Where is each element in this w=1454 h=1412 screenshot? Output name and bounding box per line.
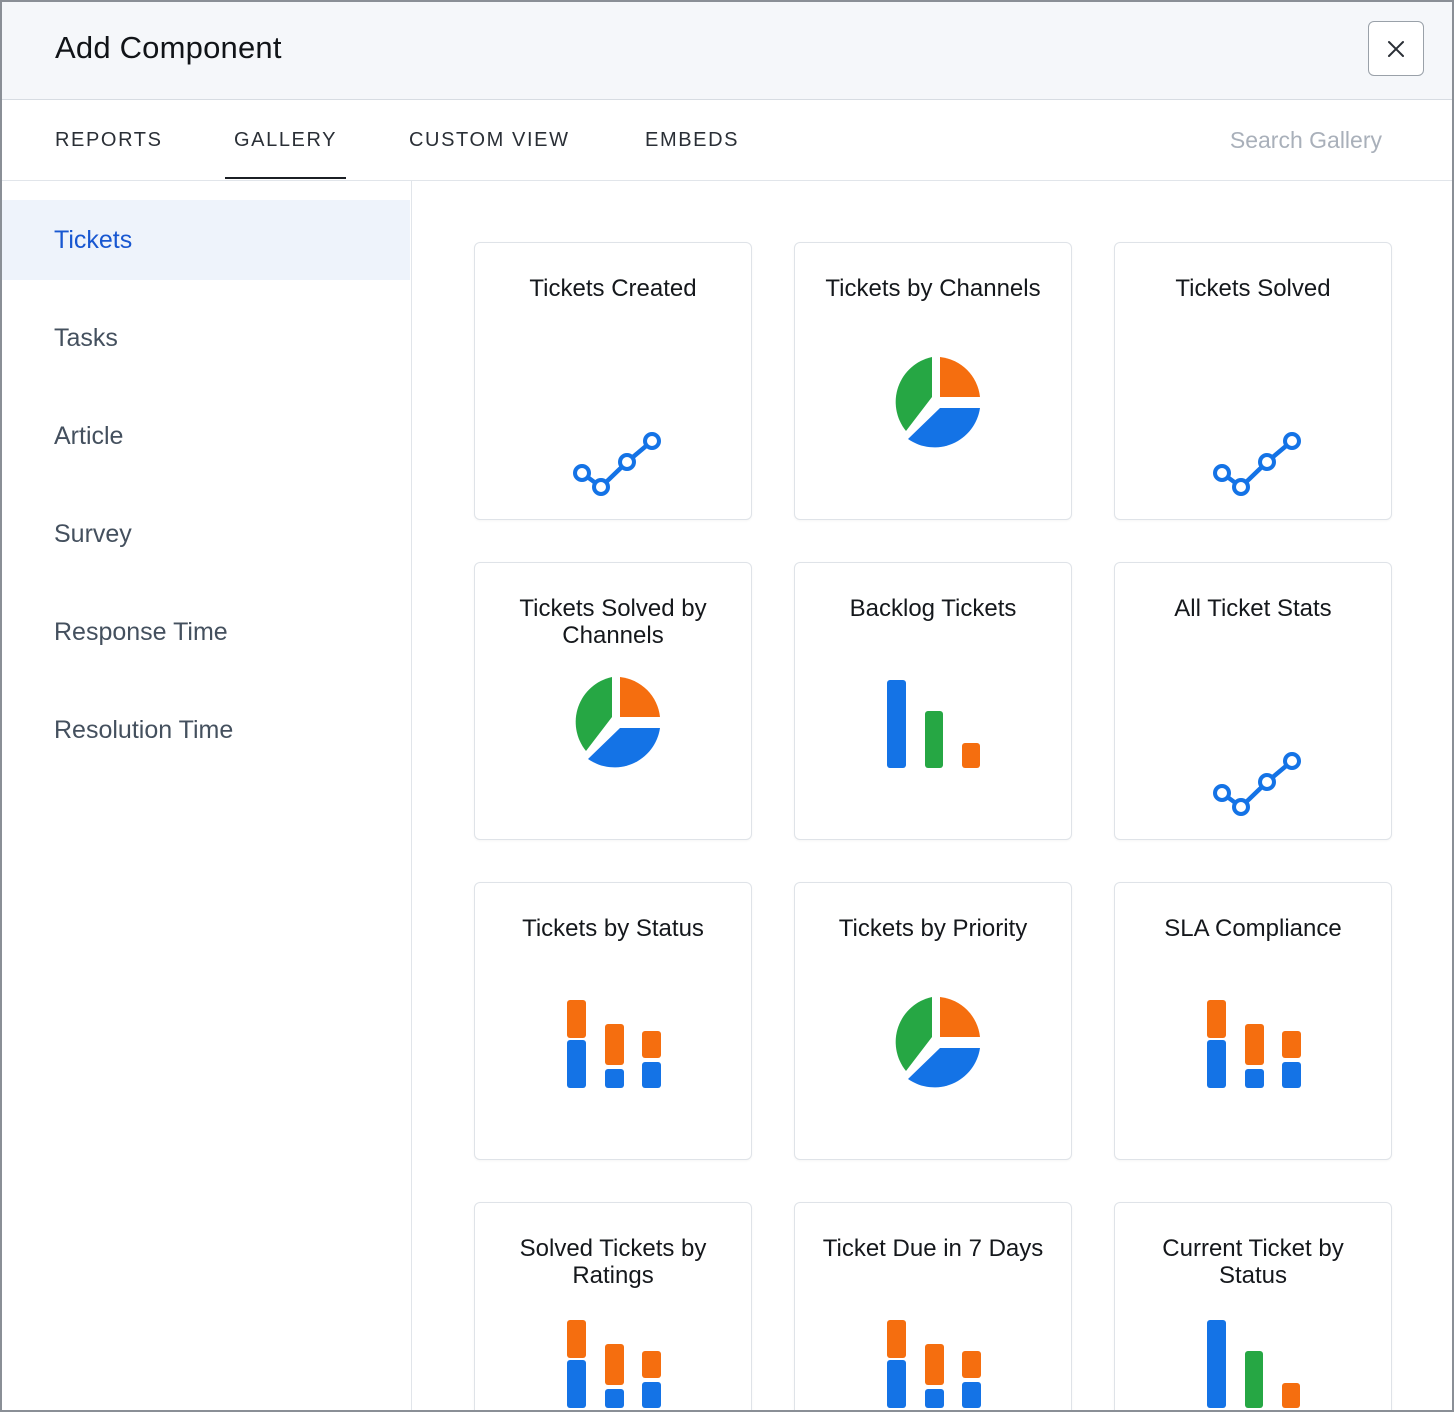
gallery-card-tickets-by-priority[interactable]: Tickets by Priority	[794, 882, 1072, 1160]
gallery-card-tickets-by-channels[interactable]: Tickets by Channels	[794, 242, 1072, 520]
gallery-grid: Tickets Created Tickets by Channels Ticket…	[413, 181, 1452, 1410]
line-chart-icon	[573, 432, 661, 496]
pie-chart-icon	[895, 997, 980, 1088]
card-title: Tickets Solved	[1175, 275, 1331, 302]
gallery-card-solved-tickets-by-ratings[interactable]: Solved Tickets by Ratings	[474, 1202, 752, 1410]
tab-gallery[interactable]: GALLERY	[224, 100, 347, 180]
stacked-bar-chart-icon	[1207, 1000, 1301, 1088]
card-title: Tickets Created	[529, 275, 697, 302]
gallery-card-current-ticket-by-status[interactable]: Current Ticket by Status	[1114, 1202, 1392, 1410]
sidebar-item-response-time[interactable]: Response Time	[2, 592, 410, 672]
sidebar-item-label: Tickets	[54, 225, 133, 254]
tab-bar: REPORTS GALLERY CUSTOM VIEW EMBEDS	[2, 100, 1452, 181]
pie-chart-icon	[575, 677, 660, 768]
tab-reports[interactable]: REPORTS	[55, 128, 163, 151]
sidebar-item-label: Tasks	[54, 323, 118, 352]
close-button[interactable]	[1368, 21, 1424, 76]
sidebar-item-article[interactable]: Article	[2, 396, 410, 476]
card-title: Ticket Due in 7 Days	[822, 1235, 1044, 1262]
gallery-card-tickets-by-status[interactable]: Tickets by Status	[474, 882, 752, 1160]
pie-chart-icon	[895, 357, 980, 448]
gallery-card-tickets-solved-by-channels[interactable]: Tickets Solved by Channels	[474, 562, 752, 840]
stacked-bar-chart-icon	[887, 1320, 981, 1408]
sidebar-item-label: Survey	[54, 519, 132, 548]
card-title: Tickets by Priority	[838, 915, 1028, 942]
stacked-bar-chart-icon	[567, 1320, 661, 1408]
sidebar-item-resolution-time[interactable]: Resolution Time	[2, 690, 410, 770]
card-title: Backlog Tickets	[849, 595, 1017, 622]
bar-chart-icon	[1207, 1320, 1300, 1408]
card-title: SLA Compliance	[1164, 915, 1342, 942]
gallery-card-tickets-solved[interactable]: Tickets Solved	[1114, 242, 1392, 520]
tab-embeds[interactable]: EMBEDS	[645, 128, 740, 151]
card-title: Tickets by Status	[522, 915, 704, 942]
card-title: Solved Tickets by Ratings	[519, 1235, 707, 1289]
sidebar-item-survey[interactable]: Survey	[2, 494, 410, 574]
category-sidebar: Tickets Tasks Article Survey Response Ti…	[2, 181, 412, 1410]
line-chart-icon	[1213, 432, 1301, 496]
bar-chart-icon	[887, 680, 980, 768]
card-title: Current Ticket by Status	[1162, 1235, 1344, 1289]
search-gallery-input[interactable]	[1182, 120, 1382, 160]
card-title: All Ticket Stats	[1174, 595, 1332, 622]
sidebar-item-label: Response Time	[54, 617, 228, 646]
sidebar-item-label: Article	[54, 421, 124, 450]
card-title: Tickets Solved by Channels	[519, 595, 707, 649]
gallery-card-all-ticket-stats[interactable]: All Ticket Stats	[1114, 562, 1392, 840]
gallery-card-tickets-created[interactable]: Tickets Created	[474, 242, 752, 520]
gallery-card-backlog-tickets[interactable]: Backlog Tickets	[794, 562, 1072, 840]
card-title: Tickets by Channels	[825, 275, 1041, 302]
sidebar-item-label: Resolution Time	[54, 715, 234, 744]
gallery-card-sla-compliance[interactable]: SLA Compliance	[1114, 882, 1392, 1160]
sidebar-item-tasks[interactable]: Tasks	[2, 298, 410, 378]
dialog-title: Add Component	[55, 30, 282, 65]
sidebar-item-tickets[interactable]: Tickets	[2, 200, 410, 280]
dialog-header: Add Component	[2, 2, 1452, 100]
gallery-card-ticket-due-in-7-days[interactable]: Ticket Due in 7 Days	[794, 1202, 1072, 1410]
tab-custom-view[interactable]: CUSTOM VIEW	[409, 128, 570, 151]
stacked-bar-chart-icon	[567, 1000, 661, 1088]
close-icon	[1388, 40, 1404, 57]
line-chart-icon	[1213, 752, 1301, 816]
